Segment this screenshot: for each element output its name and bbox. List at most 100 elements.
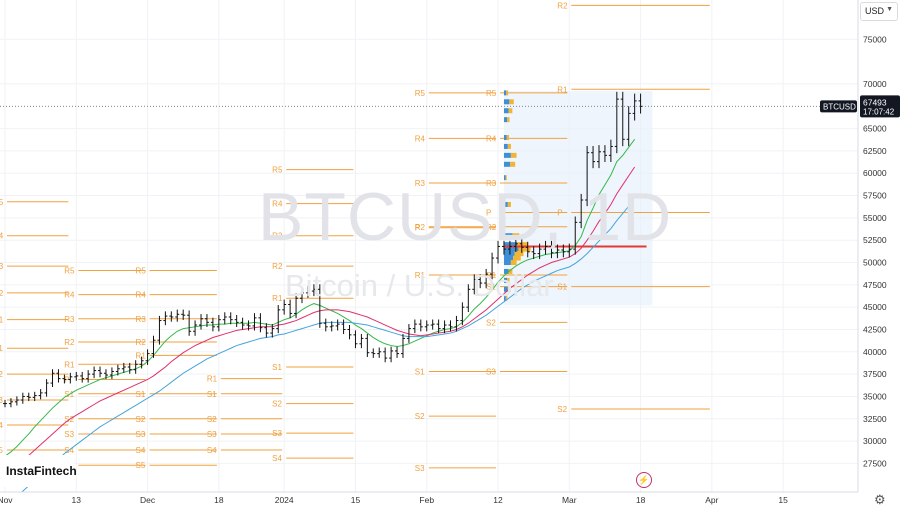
y-tick-label: 55000 xyxy=(863,213,887,223)
pivot-label: S2 xyxy=(136,415,146,424)
pivot-label: R1 xyxy=(272,294,283,303)
y-tick-label: 40000 xyxy=(863,347,887,357)
pivot-label: R2 xyxy=(136,338,147,347)
pivot-label: S3 xyxy=(64,430,74,439)
volume-bar-buy xyxy=(503,161,511,167)
pivot-label: R5 xyxy=(136,267,147,276)
pivot-label: S2 xyxy=(207,415,217,424)
volume-bar-buy xyxy=(503,90,507,96)
volume-bar-sell xyxy=(506,135,509,141)
pivot-label: R3 xyxy=(64,315,75,324)
y-tick-label: 75000 xyxy=(863,34,887,44)
symbol-tag-text: BTCUSD xyxy=(823,102,856,111)
pivot-label: S2 xyxy=(0,370,3,379)
pivot-label: R1 xyxy=(207,375,218,384)
y-tick-label: 32500 xyxy=(863,414,887,424)
volume-profile-area xyxy=(503,91,653,306)
x-tick-label: 12 xyxy=(493,495,503,505)
pivot-label: R1 xyxy=(415,271,426,280)
pivot-label: P xyxy=(486,209,491,218)
x-tick-label: 15 xyxy=(778,495,788,505)
time-axis-bg xyxy=(0,492,900,510)
pivot-label: R3 xyxy=(415,179,426,188)
price-axis-bg xyxy=(858,0,900,510)
volume-bar-buy xyxy=(503,295,506,301)
y-tick-label: 50000 xyxy=(863,258,887,268)
pivot-label: R4 xyxy=(64,291,75,300)
x-tick-label: 18 xyxy=(636,495,646,505)
volume-bar-sell xyxy=(512,233,520,239)
y-tick-label: 70000 xyxy=(863,79,887,89)
pivot-label: P xyxy=(557,209,562,218)
volume-bar-buy xyxy=(503,201,508,207)
pivot-label: R3 xyxy=(272,232,283,241)
lightning-icon[interactable]: ⚡ xyxy=(636,472,652,488)
price-tag-time: 17:07:42 xyxy=(863,107,895,116)
volume-bar-sell xyxy=(508,268,513,274)
volume-bar-sell xyxy=(508,108,513,114)
volume-bar-sell xyxy=(510,152,517,158)
volume-bar-sell xyxy=(510,161,516,167)
pivot-label: R5 xyxy=(64,267,75,276)
x-tick-label: 15 xyxy=(351,495,361,505)
pivot-label: S2 xyxy=(557,405,567,414)
y-tick-label: 52500 xyxy=(863,235,887,245)
price-tag-value: 67493 xyxy=(863,97,887,107)
pivot-label: R5 xyxy=(415,89,426,98)
pivot-label: S1 xyxy=(136,390,146,399)
pivot-label: R4 xyxy=(136,291,147,300)
pivot-label: S1 xyxy=(272,363,282,372)
pivot-label: S1 xyxy=(486,283,496,292)
volume-bar-sell xyxy=(507,143,511,149)
pivot-label: S5 xyxy=(136,461,146,470)
volume-bar-buy xyxy=(503,255,514,261)
volume-bar-buy xyxy=(503,268,509,274)
pivot-label: R5 xyxy=(486,89,497,98)
symbol-tag-bg xyxy=(820,100,857,113)
currency-selector[interactable]: USD ▼ xyxy=(860,2,898,21)
volume-bar-sell xyxy=(509,99,514,105)
gear-icon[interactable]: ⚙ xyxy=(874,492,886,507)
y-tick-label: 37500 xyxy=(863,369,887,379)
pivot-label: R3 xyxy=(486,179,497,188)
y-tick-label: 62500 xyxy=(863,146,887,156)
y-tick-label: 47500 xyxy=(863,280,887,290)
volume-bar-sell xyxy=(505,175,507,181)
pivot-label: S1 xyxy=(207,390,217,399)
x-tick-label: Nov xyxy=(0,495,13,505)
x-tick-label: Dec xyxy=(140,495,156,505)
pivot-label: R2 xyxy=(0,289,4,298)
pivot-label: R2 xyxy=(64,338,75,347)
price-tag-bg xyxy=(860,95,900,118)
volume-bar-sell xyxy=(517,242,528,248)
pivot-label: S2 xyxy=(415,412,425,421)
pivot-label: R2 xyxy=(415,223,426,232)
y-tick-label: 30000 xyxy=(863,436,887,446)
pivot-label: R1 xyxy=(486,271,497,280)
pivot-label: R4 xyxy=(486,134,497,143)
volume-bar-sell xyxy=(506,90,509,96)
pivot-label: S1 xyxy=(557,283,567,292)
pivot-label: P xyxy=(64,375,69,384)
pivot-label: R2 xyxy=(272,262,283,271)
pivot-label: S3 xyxy=(136,430,146,439)
x-tick-label: Apr xyxy=(705,495,718,505)
pivot-label: S4 xyxy=(207,446,217,455)
x-tick-label: 18 xyxy=(214,495,224,505)
y-tick-label: 60000 xyxy=(863,168,887,178)
volume-bar-sell xyxy=(518,246,531,252)
volume-bar-buy xyxy=(503,175,506,181)
y-tick-label: 65000 xyxy=(863,124,887,134)
volume-bar-buy xyxy=(503,99,510,105)
pivot-label: P xyxy=(415,224,420,233)
pivot-label: R4 xyxy=(415,134,426,143)
volume-bar-sell xyxy=(510,260,517,266)
pivot-label: S4 xyxy=(64,446,74,455)
volume-bar-buy xyxy=(503,143,508,149)
pivot-label: S1 xyxy=(0,344,3,353)
y-tick-label: 57500 xyxy=(863,191,887,201)
y-tick-label: 42500 xyxy=(863,324,887,334)
pivot-label: S4 xyxy=(136,446,146,455)
pivot-label: S3 xyxy=(415,464,425,473)
